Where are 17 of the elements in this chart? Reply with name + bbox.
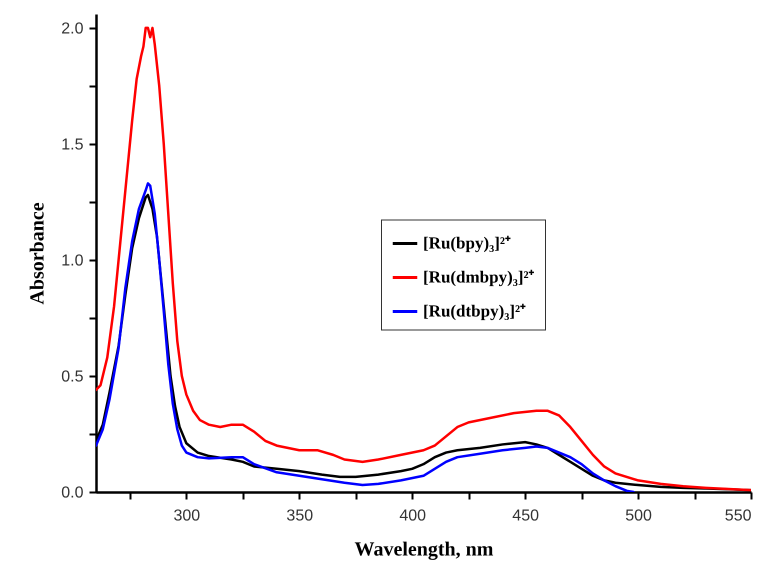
x-axis-title: Wavelength, nm [354, 538, 494, 560]
y-tick-label: 1.5 [61, 136, 84, 154]
x-tick-label: 450 [512, 508, 540, 524]
x-tick-label: 400 [399, 508, 426, 524]
y-tick-label: 0.5 [61, 368, 84, 386]
x-tick-label: 350 [286, 508, 314, 524]
y-tick-label: 0.0 [61, 484, 84, 502]
y-tick-label: 2.0 [61, 20, 84, 38]
x-tick-label: 500 [625, 508, 652, 524]
x-tick-label: 550 [724, 508, 752, 524]
y-axis-title: Absorbance [26, 202, 48, 305]
x-tick-label: 300 [173, 508, 200, 524]
legend-label: [Ru(dtbpy)₃]²⁺ [423, 302, 526, 321]
line-series [96, 182, 635, 492]
legend-label: [Ru(bpy)₃]²⁺ [423, 234, 511, 253]
y-tick-label: 1.0 [61, 252, 84, 270]
legend-label: [Ru(dmbpy)₃]²⁺ [423, 268, 535, 287]
